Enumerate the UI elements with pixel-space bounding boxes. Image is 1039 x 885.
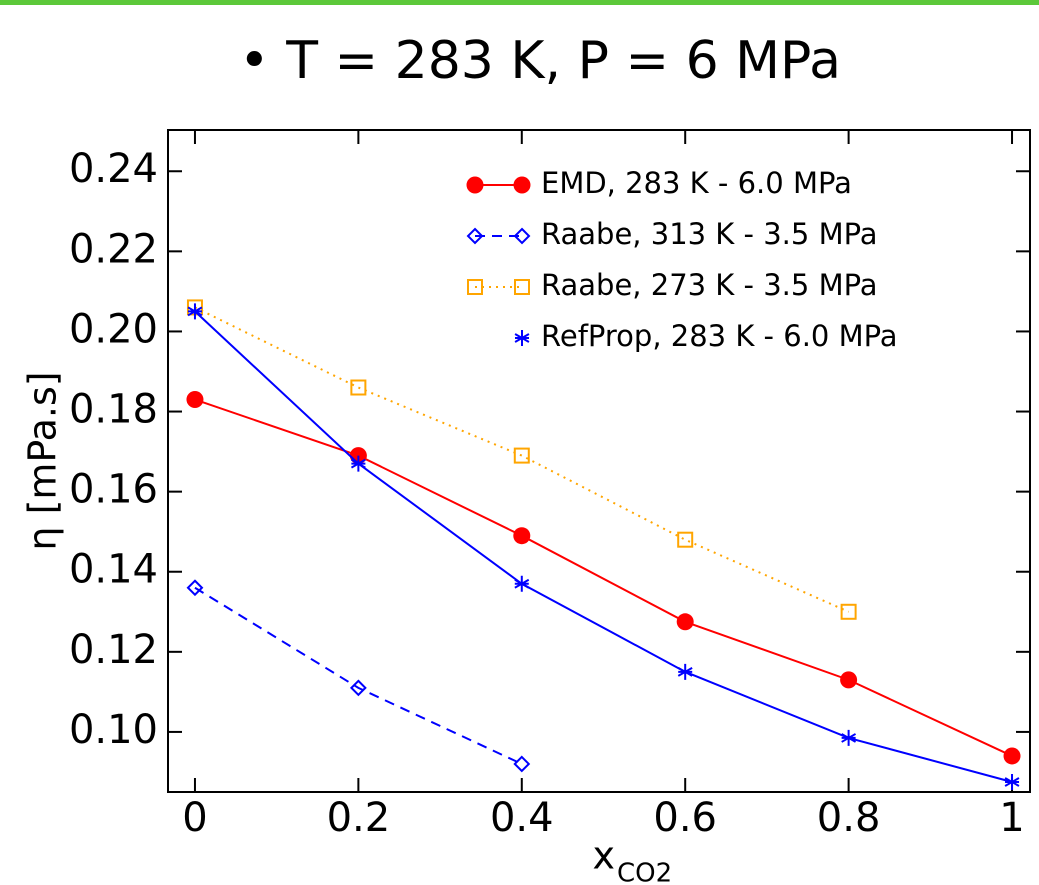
marker bbox=[514, 575, 530, 592]
legend-marker bbox=[514, 279, 530, 295]
legend-marker bbox=[513, 176, 531, 194]
marker bbox=[513, 527, 531, 545]
y-tick-label: 0.10 bbox=[69, 707, 158, 753]
legend-label: Raabe, 273 K - 3.5 MPa bbox=[541, 268, 878, 302]
y-tick-label: 0.22 bbox=[69, 226, 158, 272]
series-line bbox=[194, 306, 850, 613]
marker bbox=[840, 603, 857, 620]
marker bbox=[1004, 773, 1020, 790]
x-tick-label: 1 bbox=[999, 795, 1024, 841]
x-axis-label-subscript: CO2 bbox=[617, 859, 672, 885]
legend-marker bbox=[467, 279, 483, 295]
x-tick-label: 0.8 bbox=[817, 795, 881, 841]
x-tick-label: 0.2 bbox=[327, 795, 391, 841]
legend-marker bbox=[466, 176, 484, 194]
y-tick-label: 0.14 bbox=[69, 547, 158, 593]
legend-label: RefProp, 283 K - 6.0 MPa bbox=[541, 319, 898, 353]
x-tick-label: 0 bbox=[182, 795, 207, 841]
marker bbox=[349, 679, 367, 697]
marker bbox=[187, 303, 203, 320]
marker bbox=[513, 755, 531, 773]
marker bbox=[676, 613, 694, 631]
y-tick-label: 0.24 bbox=[69, 146, 158, 192]
slide-title: • T = 283 K, P = 6 MPa bbox=[239, 31, 841, 91]
y-tick-label: 0.16 bbox=[69, 467, 158, 513]
marker bbox=[186, 579, 204, 597]
x-tick-label: 0.4 bbox=[490, 795, 554, 841]
series-line bbox=[194, 586, 523, 765]
y-tick-label: 0.12 bbox=[69, 627, 158, 673]
marker bbox=[841, 729, 857, 746]
series-line bbox=[194, 310, 1013, 783]
header-bar bbox=[0, 0, 1039, 5]
series-line bbox=[194, 398, 1013, 757]
marker bbox=[350, 455, 366, 472]
marker bbox=[1003, 747, 1021, 765]
legend-label: EMD, 283 K - 6.0 MPa bbox=[541, 166, 852, 200]
plot-frame bbox=[167, 129, 1031, 793]
marker bbox=[677, 663, 693, 680]
marker bbox=[350, 379, 367, 396]
x-axis-label: x bbox=[593, 834, 616, 878]
legend-marker bbox=[513, 227, 531, 245]
y-tick-label: 0.20 bbox=[69, 306, 158, 352]
legend-entry: RefProp, 283 K - 6.0 MPa bbox=[514, 319, 898, 353]
y-axis-label: η [mPa.s] bbox=[21, 371, 65, 550]
legend-label: Raabe, 313 K - 3.5 MPa bbox=[541, 217, 878, 251]
marker bbox=[840, 671, 858, 689]
y-tick-label: 0.18 bbox=[69, 387, 158, 433]
marker bbox=[513, 447, 530, 464]
marker bbox=[677, 531, 694, 548]
legend-entry: EMD, 283 K - 6.0 MPa bbox=[466, 166, 852, 200]
legend-entry: Raabe, 273 K - 3.5 MPa bbox=[467, 268, 878, 302]
marker bbox=[186, 391, 204, 409]
legend-entry: Raabe, 313 K - 3.5 MPa bbox=[466, 217, 878, 251]
legend-marker bbox=[514, 330, 530, 346]
x-tick-label: 0.6 bbox=[653, 795, 717, 841]
legend-marker bbox=[466, 227, 484, 245]
